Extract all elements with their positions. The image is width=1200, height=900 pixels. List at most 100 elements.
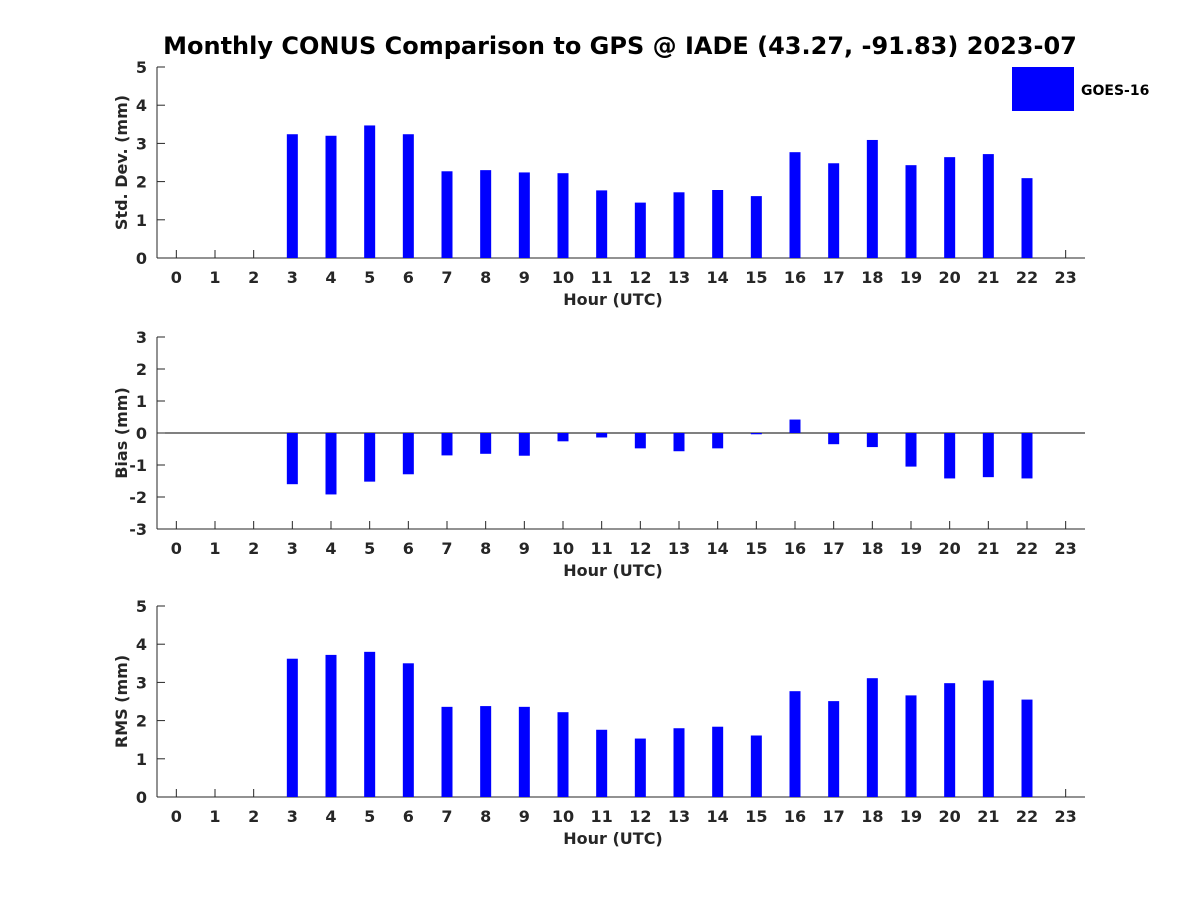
x-tick-label: 10 xyxy=(552,539,574,558)
figure-title: Monthly CONUS Comparison to GPS @ IADE (… xyxy=(163,32,1077,60)
y-tick-label: 1 xyxy=(136,211,147,230)
x-tick-label: 17 xyxy=(823,268,845,287)
x-axis-label: Hour (UTC) xyxy=(563,290,663,309)
x-tick-label: 3 xyxy=(287,807,298,826)
x-tick-label: 0 xyxy=(171,807,182,826)
bar-hour-19 xyxy=(905,165,917,258)
bar-hour-20 xyxy=(944,433,956,479)
bar-hour-17 xyxy=(828,433,840,445)
x-tick-label: 0 xyxy=(171,539,182,558)
x-tick-label: 16 xyxy=(784,807,806,826)
y-tick-label: 1 xyxy=(136,392,147,411)
y-tick-label: 2 xyxy=(136,712,147,731)
bar-hour-8 xyxy=(480,170,492,258)
x-tick-label: 6 xyxy=(403,539,414,558)
x-tick-label: 21 xyxy=(977,539,999,558)
bar-hour-22 xyxy=(1021,433,1033,479)
x-tick-label: 9 xyxy=(519,539,530,558)
x-tick-label: 2 xyxy=(248,268,259,287)
x-tick-label: 19 xyxy=(900,807,922,826)
x-tick-label: 12 xyxy=(629,268,651,287)
bar-hour-10 xyxy=(557,712,569,797)
bar-hour-8 xyxy=(480,706,492,797)
x-tick-label: 11 xyxy=(591,539,613,558)
bar-hour-17 xyxy=(828,701,840,797)
bar-hour-5 xyxy=(364,125,376,258)
y-tick-label: 1 xyxy=(136,750,147,769)
x-tick-label: 20 xyxy=(939,807,961,826)
bar-hour-16 xyxy=(789,691,801,797)
bar-hour-5 xyxy=(364,433,376,482)
x-tick-label: 6 xyxy=(403,807,414,826)
x-tick-label: 16 xyxy=(784,539,806,558)
x-tick-label: 8 xyxy=(480,268,491,287)
x-tick-label: 8 xyxy=(480,539,491,558)
x-tick-label: 4 xyxy=(325,539,336,558)
bar-hour-15 xyxy=(750,433,762,435)
bar-hour-9 xyxy=(518,433,530,456)
bar-hour-22 xyxy=(1021,699,1033,797)
bar-hour-18 xyxy=(866,433,878,448)
x-axis-label: Hour (UTC) xyxy=(563,829,663,848)
x-tick-label: 22 xyxy=(1016,539,1038,558)
y-tick-label: 5 xyxy=(136,58,147,77)
y-tick-label: 5 xyxy=(136,597,147,616)
bar-hour-21 xyxy=(982,433,994,478)
legend: GOES-16 xyxy=(1012,67,1149,111)
x-tick-label: 4 xyxy=(325,807,336,826)
bar-hour-11 xyxy=(596,729,608,797)
bar-hour-9 xyxy=(518,706,530,797)
x-tick-label: 2 xyxy=(248,539,259,558)
x-tick-label: 21 xyxy=(977,268,999,287)
bar-hour-4 xyxy=(325,433,337,495)
y-tick-label: 4 xyxy=(136,96,147,115)
y-tick-label: -3 xyxy=(129,520,147,539)
bar-hour-18 xyxy=(866,678,878,797)
y-tick-label: 4 xyxy=(136,635,147,654)
x-tick-label: 14 xyxy=(707,539,729,558)
x-tick-label: 9 xyxy=(519,268,530,287)
y-axis-label: Bias (mm) xyxy=(112,387,131,479)
bar-hour-12 xyxy=(634,202,646,258)
bar-hour-13 xyxy=(673,192,685,258)
x-tick-label: 11 xyxy=(591,268,613,287)
x-tick-label: 5 xyxy=(364,268,375,287)
bar-hour-10 xyxy=(557,433,569,442)
bar-hour-12 xyxy=(634,433,646,449)
x-tick-label: 12 xyxy=(629,807,651,826)
x-tick-label: 18 xyxy=(861,268,883,287)
x-tick-label: 13 xyxy=(668,268,690,287)
bar-hour-3 xyxy=(286,658,298,797)
bar-hour-14 xyxy=(712,726,724,797)
bar-hour-13 xyxy=(673,728,685,797)
x-tick-label: 7 xyxy=(441,268,452,287)
x-tick-label: 13 xyxy=(668,807,690,826)
legend-swatch-goes-16 xyxy=(1012,67,1074,111)
bar-hour-21 xyxy=(982,680,994,797)
x-tick-label: 19 xyxy=(900,539,922,558)
bar-hour-6 xyxy=(402,663,414,797)
bar-hour-9 xyxy=(518,172,530,258)
y-tick-label: 0 xyxy=(136,788,147,807)
bar-hour-3 xyxy=(286,134,298,258)
x-tick-label: 1 xyxy=(209,268,220,287)
x-tick-label: 16 xyxy=(784,268,806,287)
y-axis-label: Std. Dev. (mm) xyxy=(112,95,131,230)
bar-hour-8 xyxy=(480,433,492,454)
bar-hour-15 xyxy=(750,735,762,797)
x-tick-label: 0 xyxy=(171,268,182,287)
x-tick-label: 18 xyxy=(861,807,883,826)
x-tick-label: 10 xyxy=(552,807,574,826)
legend-label: GOES-16 xyxy=(1081,83,1149,99)
bar-hour-5 xyxy=(364,651,376,797)
x-tick-label: 23 xyxy=(1055,268,1077,287)
x-tick-label: 4 xyxy=(325,268,336,287)
x-tick-label: 3 xyxy=(287,539,298,558)
x-tick-label: 5 xyxy=(364,539,375,558)
x-tick-label: 15 xyxy=(745,268,767,287)
x-tick-label: 11 xyxy=(591,807,613,826)
y-tick-label: 3 xyxy=(136,134,147,153)
bar-hour-3 xyxy=(286,433,298,485)
